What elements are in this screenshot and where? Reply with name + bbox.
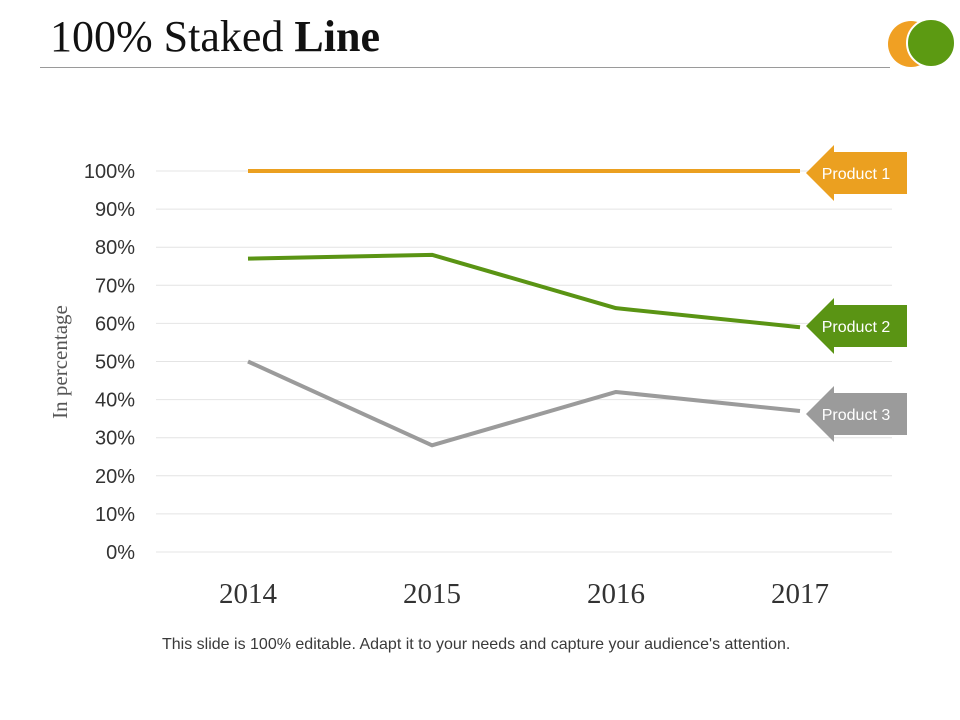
y-tick-label: 40% [95,390,135,412]
x-tick-label: 2017 [771,578,829,610]
y-axis-label: In percentage [48,305,72,419]
x-tick-label: 2014 [219,578,278,610]
y-tick-label: 60% [95,313,135,335]
y-tick-label: 20% [95,466,135,488]
callout-arrow-3 [806,386,907,442]
logo-circle-green [906,18,956,68]
series-line-3 [247,359,801,448]
x-tick-label: 2015 [403,578,461,610]
legend-label-3: Product 3 [822,407,891,424]
y-tick-label: 70% [95,275,135,297]
series-callouts: Product 1 Product 2 Product 3 [806,145,907,442]
chart-gridlines [156,170,892,553]
x-tick-label: 2016 [587,578,645,610]
title-divider [40,67,890,68]
legend-label-2: Product 2 [822,319,891,336]
y-tick-label: 50% [95,352,135,374]
y-axis-ticks: 0% 10% 20% 30% 40% 50% 60% 70% 80% 90% 100% [84,161,135,564]
y-tick-label: 10% [95,504,135,526]
y-tick-label: 0% [106,542,135,564]
chart-series [247,169,801,448]
title-regular: 100% Staked [50,12,295,61]
y-tick-label: 30% [95,428,135,450]
callout-arrow-2 [806,298,907,354]
page-title: 100% Staked Line [50,10,380,64]
title-bold: Line [294,12,380,61]
callout-arrow-1 [806,145,907,201]
y-tick-label: 90% [95,199,135,221]
series-line-2 [247,252,801,330]
y-tick-label: 100% [84,161,135,183]
footer-note: This slide is 100% editable. Adapt it to… [162,636,791,653]
x-axis-ticks: 2014 2015 2016 2017 [219,578,829,610]
logo-circles-icon [888,18,956,68]
legend-label-1: Product 1 [822,166,891,183]
y-tick-label: 80% [95,237,135,259]
